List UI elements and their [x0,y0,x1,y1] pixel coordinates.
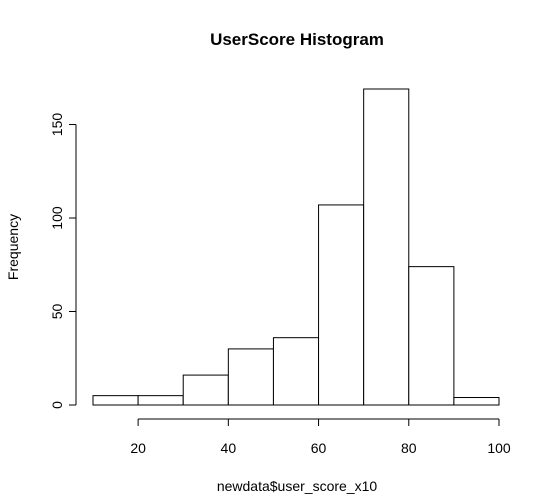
y-tick-label-50: 50 [49,304,65,320]
histogram-bar-1 [92,395,139,406]
histogram-bar-3 [182,374,229,406]
bars-group [92,88,500,406]
histogram-bar-7 [363,88,410,406]
x-tick-label-80: 80 [401,440,417,456]
y-axis: 0 50 100 150 [49,113,77,409]
x-tick-label-40: 40 [221,440,237,456]
x-axis: 20 40 60 80 100 [130,418,511,456]
x-tick-label-20: 20 [130,440,146,456]
histogram-bar-4 [227,348,274,406]
x-tick-label-60: 60 [311,440,327,456]
histogram-bar-6 [318,204,365,406]
y-tick-label-100: 100 [49,206,65,230]
x-axis-label: newdata$user_score_x10 [217,478,378,494]
y-tick-label-0: 0 [49,401,65,409]
x-tick-label-100: 100 [487,440,511,456]
histogram-bar-2 [137,395,184,406]
y-tick-label-150: 150 [49,113,65,137]
y-axis-label: Frequency [5,214,21,280]
histogram-bar-9 [453,397,500,406]
chart-title: UserScore Histogram [210,30,384,49]
histogram-bar-8 [408,266,455,406]
histogram-bar-5 [272,337,320,406]
